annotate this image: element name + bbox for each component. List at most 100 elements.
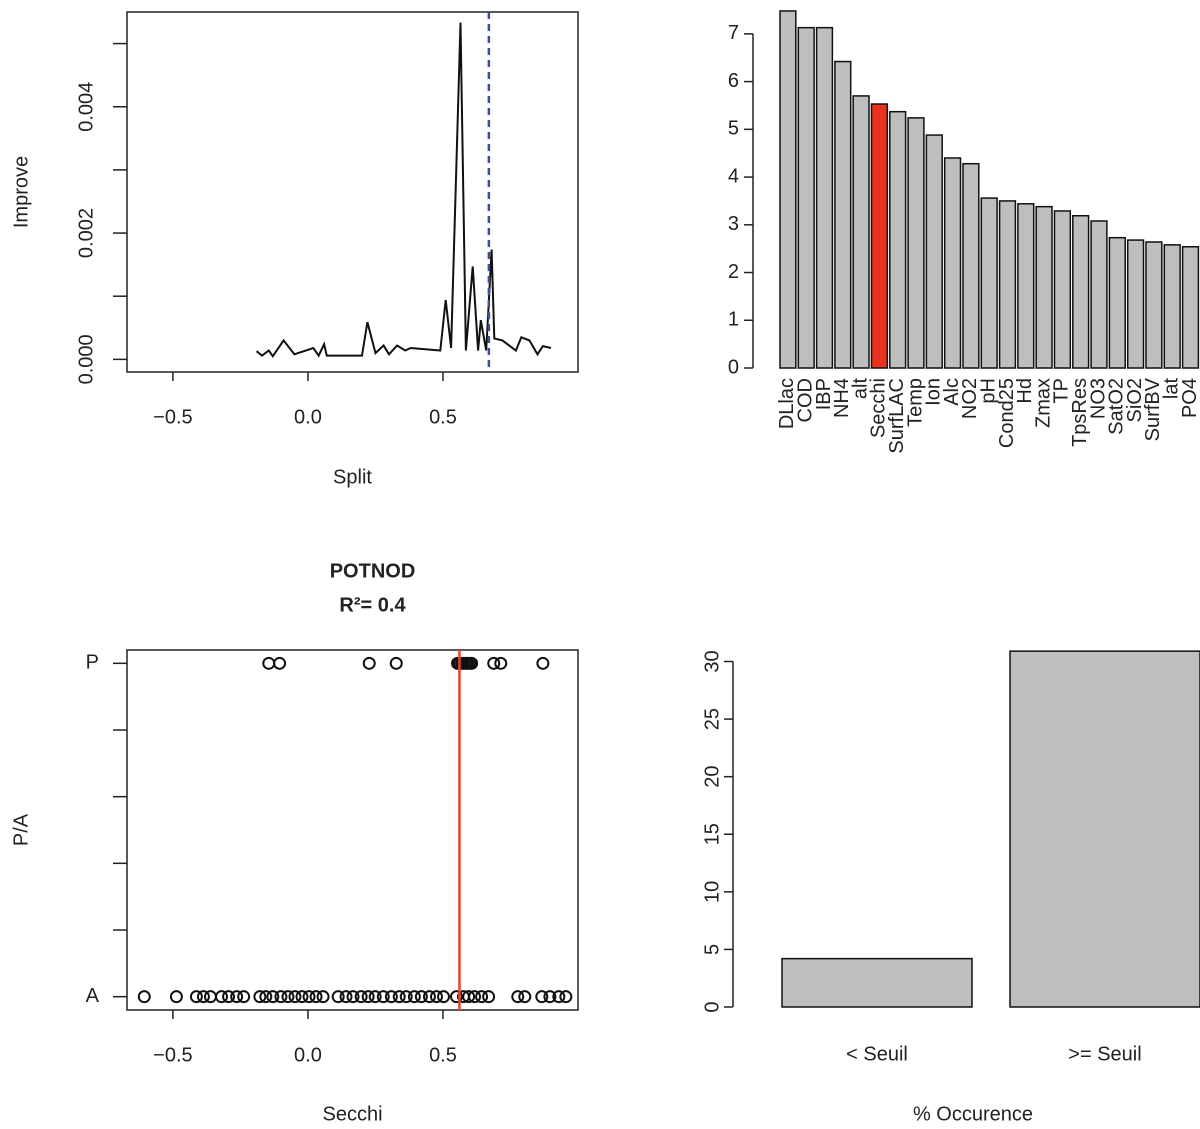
point bbox=[511, 990, 525, 1004]
bar bbox=[1163, 244, 1181, 369]
x-axis-label: Split bbox=[333, 466, 372, 488]
y-tick-label: 7 bbox=[728, 22, 739, 44]
category-label: Zmax bbox=[1032, 378, 1054, 428]
point bbox=[354, 990, 368, 1004]
point bbox=[203, 990, 217, 1004]
x-tick-label: 0.5 bbox=[429, 1044, 457, 1066]
bar bbox=[1108, 236, 1126, 369]
x-axis-label: % Occurence bbox=[913, 1103, 1033, 1125]
point bbox=[295, 990, 309, 1004]
point bbox=[437, 990, 451, 1004]
y-tick-label: 15 bbox=[701, 823, 723, 845]
bar bbox=[980, 197, 998, 369]
bar bbox=[1009, 650, 1200, 1008]
point bbox=[262, 656, 276, 670]
point bbox=[414, 990, 428, 1004]
y-tick-label: P bbox=[86, 652, 99, 674]
point bbox=[399, 990, 413, 1004]
bar bbox=[852, 95, 870, 369]
category-label: Ion bbox=[923, 378, 945, 406]
bar bbox=[925, 134, 943, 369]
bar bbox=[834, 60, 852, 369]
point bbox=[392, 990, 406, 1004]
bar bbox=[779, 10, 797, 369]
point bbox=[475, 990, 489, 1004]
point bbox=[339, 990, 353, 1004]
category-label: SurfBV bbox=[1142, 377, 1164, 441]
point bbox=[237, 990, 251, 1004]
bar bbox=[1053, 210, 1072, 369]
category-label: TpsRes bbox=[1069, 378, 1091, 447]
category-label: Hd bbox=[1014, 378, 1036, 404]
point bbox=[273, 656, 287, 670]
plot-frame bbox=[126, 11, 579, 373]
bar bbox=[797, 26, 815, 369]
point bbox=[462, 990, 476, 1004]
category-label: pH bbox=[977, 378, 999, 404]
point bbox=[302, 990, 316, 1004]
bar bbox=[907, 117, 925, 369]
point bbox=[309, 990, 323, 1004]
point bbox=[368, 990, 382, 1004]
y-tick-label: 10 bbox=[701, 881, 723, 903]
category-label: < Seuil bbox=[846, 1043, 908, 1065]
point bbox=[536, 656, 550, 670]
point bbox=[196, 990, 210, 1004]
y-axis-label: P/A bbox=[10, 813, 32, 846]
x-tick-label: 0.0 bbox=[294, 406, 322, 428]
category-label: Secchi bbox=[868, 378, 890, 438]
point bbox=[468, 990, 482, 1004]
y-tick-label: 0 bbox=[728, 356, 739, 378]
y-tick-label: 2 bbox=[728, 261, 739, 283]
point bbox=[389, 656, 403, 670]
bar bbox=[1035, 205, 1053, 369]
category-label: SurfLAC bbox=[886, 378, 908, 454]
bar bbox=[962, 162, 980, 369]
point bbox=[552, 990, 566, 1004]
y-tick-label: 20 bbox=[701, 766, 723, 788]
point bbox=[362, 656, 376, 670]
plot-frame bbox=[126, 649, 579, 1011]
x-tick-label: −0.5 bbox=[153, 1044, 192, 1066]
y-tick-label: 25 bbox=[701, 708, 723, 730]
x-axis-label: Secchi bbox=[322, 1103, 382, 1125]
bar bbox=[1072, 214, 1090, 369]
point bbox=[215, 990, 229, 1004]
y-tick-label: 4 bbox=[728, 165, 739, 187]
category-label: TP bbox=[1051, 378, 1073, 404]
bar bbox=[870, 103, 889, 369]
category-label: COD bbox=[794, 378, 816, 422]
point bbox=[189, 990, 203, 1004]
chart-subtitle: R²= 0.4 bbox=[339, 594, 406, 616]
category-label: NO3 bbox=[1087, 378, 1109, 419]
point bbox=[482, 990, 496, 1004]
point bbox=[266, 990, 280, 1004]
bar bbox=[815, 26, 834, 369]
y-tick-label: 5 bbox=[701, 944, 723, 955]
y-axis-label: Improve bbox=[10, 156, 32, 228]
bar bbox=[889, 110, 907, 369]
point bbox=[361, 990, 375, 1004]
y-tick-label: 30 bbox=[701, 650, 723, 672]
point bbox=[346, 990, 360, 1004]
bar bbox=[1145, 241, 1163, 369]
bar bbox=[1126, 239, 1145, 369]
point bbox=[281, 990, 295, 1004]
point bbox=[465, 656, 479, 670]
category-label: Alc bbox=[941, 378, 963, 406]
point bbox=[407, 990, 421, 1004]
point bbox=[535, 990, 549, 1004]
category-label: SatO2 bbox=[1106, 378, 1128, 435]
improve-line bbox=[255, 22, 552, 358]
x-tick-label: −0.5 bbox=[153, 406, 192, 428]
category-label: alt bbox=[849, 378, 871, 400]
bar bbox=[943, 157, 962, 369]
x-tick-label: 0.5 bbox=[429, 406, 457, 428]
bar bbox=[1181, 246, 1200, 369]
y-tick-label: 5 bbox=[728, 118, 739, 140]
point bbox=[169, 990, 183, 1004]
point bbox=[222, 990, 236, 1004]
y-tick-label: 0.004 bbox=[75, 82, 97, 132]
x-tick-label: 0.0 bbox=[294, 1044, 322, 1066]
